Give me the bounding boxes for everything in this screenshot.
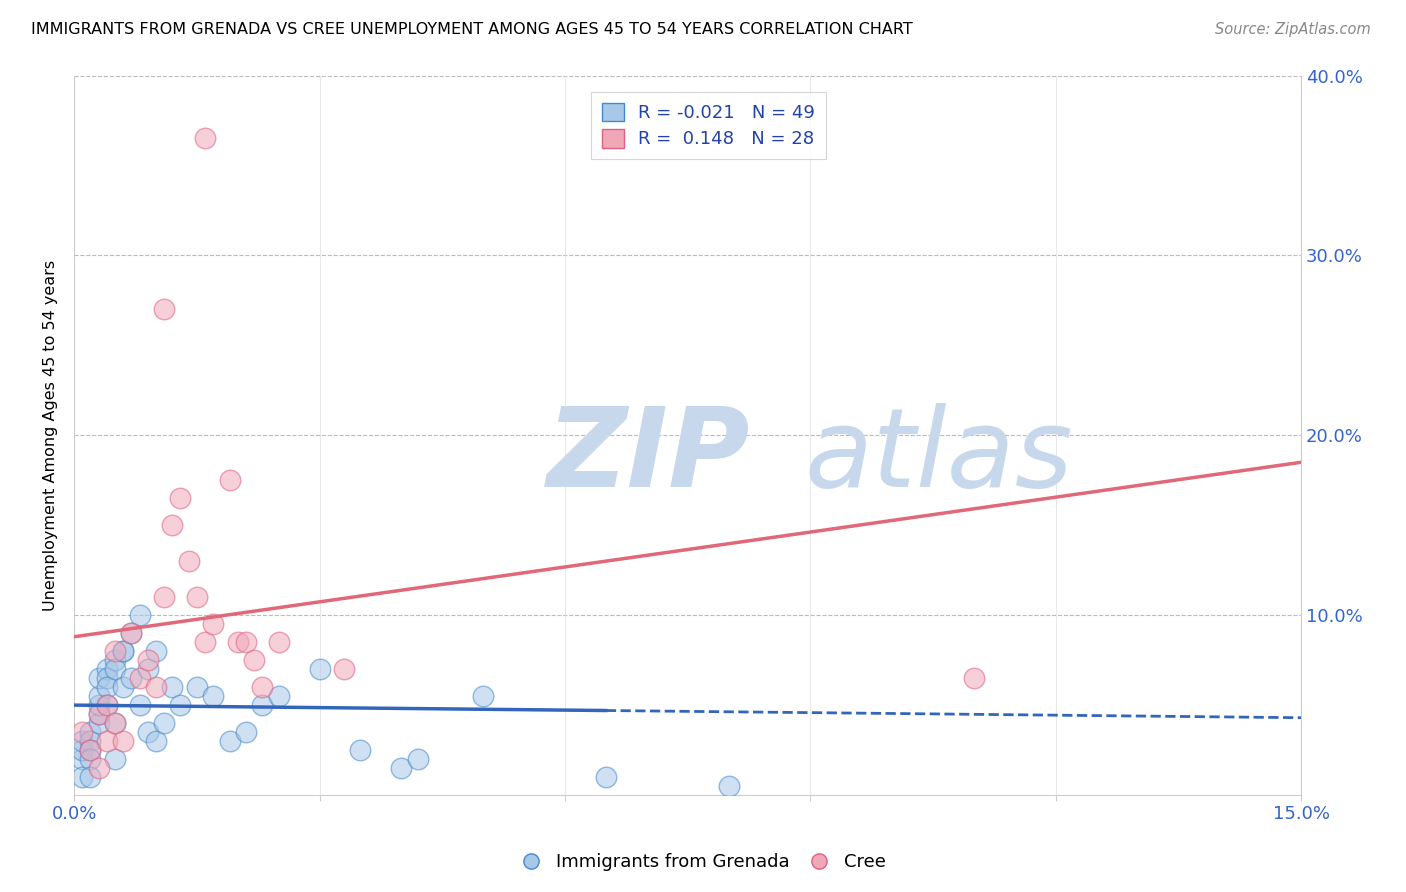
Point	[112, 680, 135, 694]
Point	[194, 635, 217, 649]
Legend: R = -0.021   N = 49, R =  0.148   N = 28: R = -0.021 N = 49, R = 0.148 N = 28	[591, 92, 825, 160]
Point	[104, 716, 127, 731]
Point	[96, 662, 118, 676]
Point	[267, 635, 290, 649]
Point	[72, 752, 94, 766]
Point	[252, 698, 274, 712]
Point	[153, 590, 176, 604]
Point	[87, 689, 110, 703]
Point	[112, 644, 135, 658]
Point	[145, 644, 167, 658]
Point	[128, 608, 150, 623]
Point	[235, 635, 257, 649]
Point	[136, 725, 159, 739]
Point	[112, 734, 135, 748]
Point	[177, 554, 200, 568]
Point	[218, 734, 240, 748]
Point	[162, 518, 184, 533]
Point	[128, 671, 150, 685]
Point	[349, 743, 371, 757]
Point	[308, 662, 330, 676]
Point	[87, 698, 110, 712]
Point	[406, 752, 429, 766]
Point	[120, 671, 142, 685]
Point	[226, 635, 249, 649]
Point	[72, 725, 94, 739]
Point	[186, 590, 208, 604]
Point	[104, 752, 127, 766]
Point	[169, 491, 191, 506]
Point	[87, 671, 110, 685]
Point	[79, 743, 101, 757]
Point	[145, 680, 167, 694]
Text: ZIP: ZIP	[547, 403, 749, 510]
Point	[243, 653, 266, 667]
Text: Source: ZipAtlas.com: Source: ZipAtlas.com	[1215, 22, 1371, 37]
Point	[136, 653, 159, 667]
Point	[162, 680, 184, 694]
Point	[104, 662, 127, 676]
Point	[87, 761, 110, 775]
Point	[96, 698, 118, 712]
Point	[96, 734, 118, 748]
Text: #C8D8EC: #C8D8EC	[688, 456, 695, 457]
Point	[472, 689, 495, 703]
Point	[267, 689, 290, 703]
Point	[153, 716, 176, 731]
Point	[120, 626, 142, 640]
Point	[87, 716, 110, 731]
Text: atlas: atlas	[804, 403, 1073, 510]
Point	[128, 698, 150, 712]
Point	[145, 734, 167, 748]
Point	[87, 707, 110, 722]
Point	[112, 644, 135, 658]
Point	[202, 689, 225, 703]
Point	[79, 752, 101, 766]
Point	[218, 473, 240, 487]
Point	[72, 734, 94, 748]
Point	[79, 743, 101, 757]
Point	[963, 671, 986, 685]
Point	[333, 662, 356, 676]
Point	[96, 698, 118, 712]
Point	[153, 302, 176, 317]
Point	[104, 653, 127, 667]
Text: IMMIGRANTS FROM GRENADA VS CREE UNEMPLOYMENT AMONG AGES 45 TO 54 YEARS CORRELATI: IMMIGRANTS FROM GRENADA VS CREE UNEMPLOY…	[31, 22, 912, 37]
Point	[169, 698, 191, 712]
Point	[79, 734, 101, 748]
Point	[120, 626, 142, 640]
Point	[235, 725, 257, 739]
Point	[136, 662, 159, 676]
Point	[72, 770, 94, 784]
Point	[96, 680, 118, 694]
Point	[104, 716, 127, 731]
Point	[252, 680, 274, 694]
Point	[202, 617, 225, 632]
Point	[96, 671, 118, 685]
Legend: Immigrants from Grenada, Cree: Immigrants from Grenada, Cree	[513, 847, 893, 879]
Point	[104, 644, 127, 658]
Point	[717, 779, 740, 793]
Point	[72, 743, 94, 757]
Point	[79, 770, 101, 784]
Point	[79, 725, 101, 739]
Point	[87, 707, 110, 722]
Point	[194, 131, 217, 145]
Point	[186, 680, 208, 694]
Point	[389, 761, 412, 775]
Y-axis label: Unemployment Among Ages 45 to 54 years: Unemployment Among Ages 45 to 54 years	[44, 260, 58, 611]
Point	[595, 770, 617, 784]
